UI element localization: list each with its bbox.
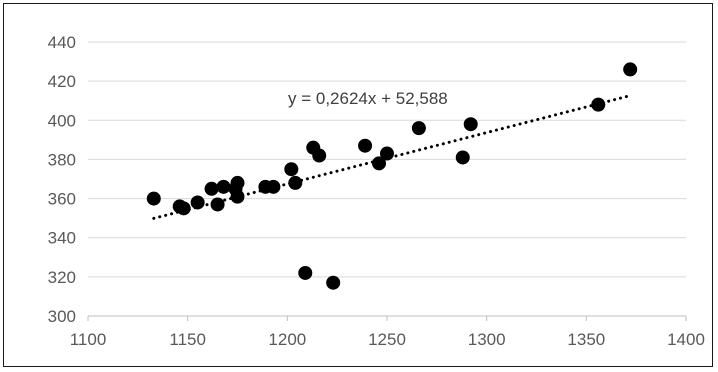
data-point <box>216 179 231 194</box>
data-points <box>146 62 638 290</box>
data-point <box>284 162 299 177</box>
data-point <box>372 156 387 171</box>
x-tick-label: 1200 <box>268 330 306 349</box>
x-tick-label: 1350 <box>567 330 605 349</box>
x-axis: 1100 1150 1200 1250 1300 1350 1400 <box>70 315 705 349</box>
data-point <box>591 97 606 112</box>
data-point <box>298 265 313 280</box>
data-point <box>463 117 478 132</box>
data-point <box>230 175 245 190</box>
gridlines <box>88 41 686 317</box>
y-axis: 300 320 340 360 380 400 420 440 <box>48 33 76 326</box>
y-tick-label: 360 <box>48 190 76 209</box>
data-point <box>455 150 470 165</box>
data-point <box>190 195 205 210</box>
data-point <box>288 175 303 190</box>
y-tick-label: 300 <box>48 307 76 326</box>
data-point <box>266 179 281 194</box>
data-point <box>230 189 245 204</box>
data-point <box>411 121 426 136</box>
chart-frame <box>3 3 713 367</box>
data-point <box>623 62 638 77</box>
data-point <box>204 181 219 196</box>
data-point <box>326 275 341 290</box>
x-tick-label: 1150 <box>169 330 206 349</box>
data-point <box>176 201 191 216</box>
data-point <box>312 148 327 163</box>
y-tick-label: 420 <box>48 72 76 91</box>
y-tick-label: 400 <box>48 111 76 130</box>
trendline-group <box>152 94 632 220</box>
y-tick-label: 440 <box>48 33 76 52</box>
y-tick-label: 340 <box>48 229 76 248</box>
y-tick-label: 320 <box>48 268 76 287</box>
trendline-equation: y = 0,2624x + 52,588 <box>288 89 448 108</box>
y-tick-label: 380 <box>48 150 76 169</box>
x-tick-label: 1300 <box>468 330 506 349</box>
x-tick-label: 1100 <box>70 330 107 349</box>
data-point <box>358 138 373 153</box>
data-point <box>210 197 225 212</box>
trendline <box>152 94 632 220</box>
data-point <box>146 191 161 206</box>
x-tick-label: 1400 <box>667 330 705 349</box>
x-tick-label: 1250 <box>368 330 406 349</box>
data-point <box>380 146 394 161</box>
